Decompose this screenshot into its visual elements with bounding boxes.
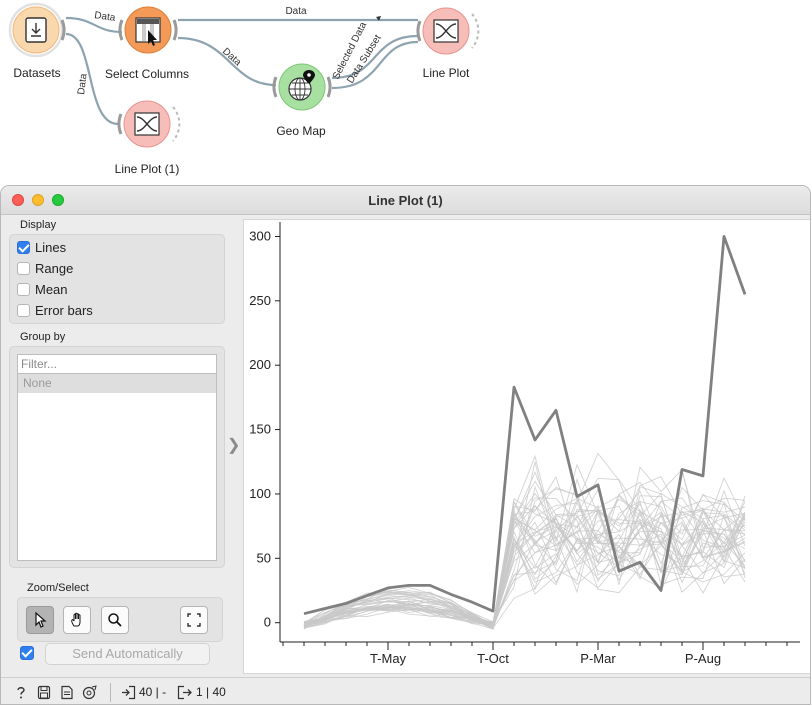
pointer-icon	[35, 612, 47, 628]
widget-label-select-columns[interactable]: Select Columns	[104, 67, 190, 81]
y-tick-label: 300	[249, 228, 271, 243]
link-label: Data	[76, 73, 90, 96]
link-datasets-lineplot1[interactable]	[65, 32, 119, 126]
line-plot-area[interactable]: 0 50 100 150 200 250 300 T-May T-Oct P-Mar P-Aug	[243, 219, 811, 675]
widget-label-line-plot[interactable]: Line Plot	[422, 66, 470, 80]
workflow-canvas[interactable]: Data Data Data Data Selected Data Data S…	[0, 0, 812, 185]
cursor-icon	[148, 30, 157, 46]
report-icon[interactable]	[60, 685, 74, 700]
select-columns-widget[interactable]	[118, 6, 178, 54]
line-plot-widget[interactable]	[416, 7, 480, 55]
input-icon	[122, 685, 136, 700]
collapse-panel-chevron-icon[interactable]: ❯	[227, 437, 241, 454]
pointer-tool-button[interactable]	[26, 606, 54, 634]
save-icon[interactable]	[37, 685, 51, 700]
link-select-geomap[interactable]	[177, 36, 277, 87]
grey-series-line	[303, 475, 746, 630]
grey-series-line	[303, 476, 746, 627]
link-label: Data	[285, 6, 307, 17]
status-divider	[110, 683, 111, 702]
line-plot-1-widget[interactable]	[117, 100, 181, 148]
y-tick-label: 50	[257, 550, 271, 565]
x-tick-label: T-May	[370, 651, 407, 666]
widget-label-geo-map[interactable]: Geo Map	[276, 124, 326, 138]
window-title: Line Plot (1)	[368, 193, 443, 208]
close-window-button[interactable]	[12, 194, 24, 206]
grey-series-line	[303, 498, 746, 628]
send-automatically-button[interactable]: Send Automatically	[45, 643, 210, 665]
hand-icon	[71, 612, 81, 627]
control-panel: Display Lines Range Mean Error bars Grou…	[9, 219, 225, 642]
link-geomap-lineplot-b[interactable]	[331, 40, 419, 90]
minimize-window-button[interactable]	[32, 194, 44, 206]
display-box: Lines Range Mean Error bars	[9, 234, 225, 324]
title-bar[interactable]: Line Plot (1)	[1, 186, 810, 215]
x-tick-label: T-Oct	[477, 651, 509, 666]
lines-checkbox[interactable]: Lines	[10, 237, 224, 258]
magnifier-icon	[108, 613, 122, 627]
group-by-list[interactable]: None	[17, 374, 217, 561]
checkbox-icon[interactable]	[17, 262, 30, 275]
zoom-tool-button[interactable]	[101, 606, 129, 634]
zoom-select-box	[17, 597, 223, 642]
fit-view-icon	[187, 613, 201, 627]
visual-settings-icon[interactable]	[82, 685, 98, 700]
y-tick-label: 250	[249, 293, 271, 308]
error-bars-checkbox[interactable]: Error bars	[10, 300, 224, 321]
checkbox-icon[interactable]	[17, 304, 30, 317]
checkbox-checked-icon[interactable]	[17, 241, 30, 254]
group-by-filter-input[interactable]	[17, 354, 217, 374]
y-tick-label: 0	[264, 615, 271, 630]
arrow-icon	[376, 16, 381, 21]
pin-icon	[303, 70, 315, 84]
output-count: 1 | 40	[196, 685, 226, 699]
status-bar: 40 | - 1 | 40	[1, 677, 810, 704]
line-plot-window: Line Plot (1) Display Lines Range Mean E…	[0, 185, 811, 705]
grey-series-line	[303, 511, 746, 627]
checkbox-icon[interactable]	[17, 283, 30, 296]
list-item[interactable]: None	[18, 374, 216, 393]
send-automatically-checkbox[interactable]	[20, 646, 34, 660]
grey-series-line	[303, 523, 746, 629]
y-tick-label: 200	[249, 357, 271, 372]
link-label: Data	[94, 10, 117, 24]
grey-series-line	[303, 505, 746, 625]
link-datasets-select[interactable]	[65, 16, 123, 34]
x-tick-label: P-Aug	[685, 651, 721, 666]
grey-series-line	[303, 480, 746, 628]
group-by-box: None	[9, 346, 225, 568]
help-icon[interactable]	[14, 685, 28, 700]
widget-label-datasets[interactable]: Datasets	[13, 66, 61, 80]
x-tick-label: P-Mar	[580, 651, 616, 666]
input-count: 40 | -	[139, 685, 167, 699]
display-section-title: Display	[20, 219, 57, 231]
range-checkbox[interactable]: Range	[10, 258, 224, 279]
reset-zoom-button[interactable]	[180, 606, 208, 634]
group-by-section-title: Group by	[20, 331, 66, 343]
line-chart[interactable]: 0 50 100 150 200 250 300 T-May T-Oct P-Mar P-Aug	[244, 220, 811, 675]
zoom-select-section-title: Zoom/Select	[27, 582, 89, 594]
y-tick-label: 100	[249, 486, 271, 501]
datasets-widget[interactable]	[8, 2, 66, 58]
mean-checkbox[interactable]: Mean	[10, 279, 224, 300]
maximize-window-button[interactable]	[52, 194, 64, 206]
geo-map-widget[interactable]	[272, 63, 332, 111]
output-icon	[177, 685, 192, 700]
y-tick-label: 150	[249, 422, 271, 437]
highlighted-series-line	[303, 234, 747, 616]
widget-label-line-plot-1[interactable]: Line Plot (1)	[114, 162, 180, 176]
link-geomap-lineplot-a[interactable]	[331, 34, 419, 80]
pan-tool-button[interactable]	[63, 606, 91, 634]
workflow-links: Data Data Data Data Selected Data Data S…	[8, 2, 480, 148]
